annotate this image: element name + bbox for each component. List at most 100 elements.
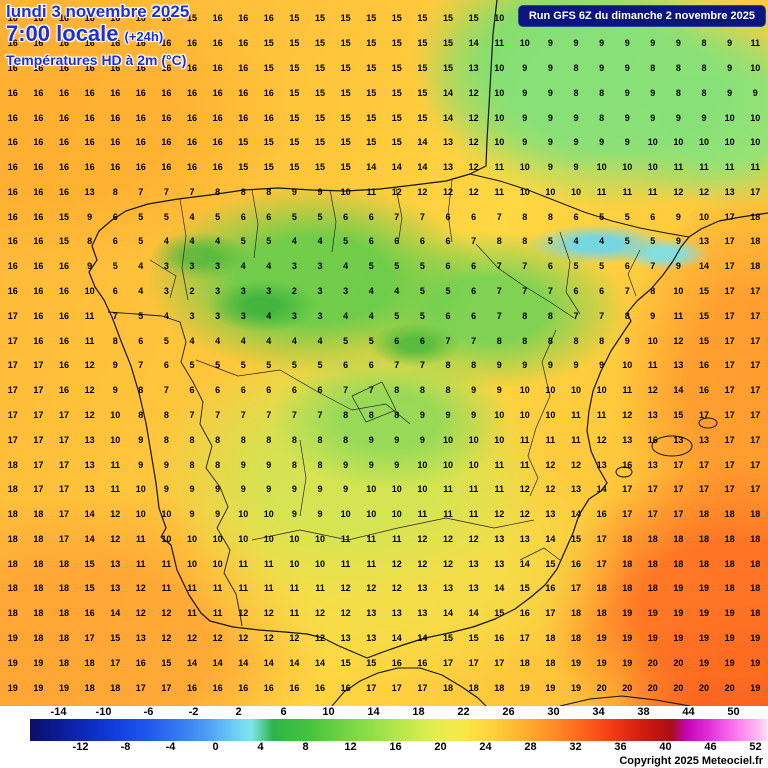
temperature-value: 19 bbox=[519, 682, 530, 693]
temperature-value: 16 bbox=[58, 310, 69, 321]
temperature-value: 6 bbox=[112, 236, 118, 247]
temperature-value: 15 bbox=[442, 13, 453, 24]
temperature-value: 20 bbox=[724, 682, 735, 693]
temperature-value: 9 bbox=[624, 137, 630, 148]
temperature-value: 3 bbox=[215, 286, 221, 297]
temperature-value: 16 bbox=[7, 137, 18, 148]
temperature-value: 12 bbox=[391, 583, 402, 594]
temperature-value: 18 bbox=[724, 583, 735, 594]
temperature-value: 3 bbox=[343, 286, 349, 297]
map-title-block: lundi 3 novembre 2025 7:00 locale (+24h) … bbox=[6, 2, 189, 68]
temperature-value: 18 bbox=[750, 608, 761, 619]
temperature-value: 12 bbox=[135, 583, 146, 594]
temperature-value: 11 bbox=[520, 459, 530, 470]
temperature-value: 15 bbox=[314, 137, 325, 148]
temperature-value: 8 bbox=[163, 409, 169, 420]
temperature-value: 12 bbox=[673, 186, 684, 197]
temperature-value: 9 bbox=[624, 335, 630, 346]
temperature-value: 11 bbox=[622, 186, 632, 197]
temperature-value: 16 bbox=[161, 162, 172, 173]
temperature-value: 13 bbox=[596, 459, 607, 470]
temperature-value: 18 bbox=[494, 682, 505, 693]
temperature-value: 16 bbox=[58, 286, 69, 297]
temperature-value: 18 bbox=[750, 533, 761, 544]
temperature-value: 11 bbox=[136, 558, 146, 569]
temperature-value: 15 bbox=[263, 162, 274, 173]
temperature-value: 11 bbox=[315, 583, 325, 594]
temperature-value: 10 bbox=[84, 286, 95, 297]
temperature-value: 15 bbox=[340, 137, 351, 148]
temperature-value: 15 bbox=[263, 38, 274, 49]
temperature-value: 17 bbox=[7, 310, 18, 321]
temperature-value: 9 bbox=[189, 484, 195, 495]
temperature-value: 10 bbox=[161, 509, 172, 520]
legend-label: -12 bbox=[72, 741, 89, 753]
temperature-value: 14 bbox=[212, 657, 223, 668]
temperature-value: 15 bbox=[698, 310, 709, 321]
temperature-value: 16 bbox=[58, 335, 69, 346]
temperature-value: 8 bbox=[291, 434, 297, 445]
temperature-value: 9 bbox=[522, 62, 528, 73]
temperature-value: 16 bbox=[33, 87, 44, 98]
temperature-value: 17 bbox=[622, 484, 633, 495]
temperature-value: 12 bbox=[84, 409, 95, 420]
temperature-value: 6 bbox=[624, 261, 630, 272]
temperature-value: 16 bbox=[212, 13, 223, 24]
temperature-value: 12 bbox=[366, 583, 377, 594]
temperature-value: 16 bbox=[7, 186, 18, 197]
temperature-value: 5 bbox=[163, 211, 169, 222]
temperature-value: 16 bbox=[186, 62, 197, 73]
temperature-value: 11 bbox=[187, 583, 197, 594]
temperature-value: 4 bbox=[266, 335, 272, 346]
temperature-value: 10 bbox=[519, 409, 530, 420]
temperature-value: 18 bbox=[698, 509, 709, 520]
temperature-value: 10 bbox=[468, 434, 479, 445]
temperature-value: 8 bbox=[215, 459, 221, 470]
temperature-value: 6 bbox=[445, 211, 451, 222]
temperature-value: 8 bbox=[445, 360, 451, 371]
temperature-value: 3 bbox=[240, 286, 246, 297]
temperature-value: 6 bbox=[547, 261, 553, 272]
temperature-value: 6 bbox=[471, 261, 477, 272]
temperature-value: 16 bbox=[186, 38, 197, 49]
date-label: lundi 3 novembre 2025 bbox=[6, 2, 190, 21]
temperature-value: 16 bbox=[161, 137, 172, 148]
temperature-value: 6 bbox=[368, 236, 374, 247]
temperature-value: 14 bbox=[238, 657, 249, 668]
temperature-value: 8 bbox=[394, 385, 400, 396]
legend-label: 8 bbox=[302, 741, 309, 753]
temperature-value: 17 bbox=[724, 286, 735, 297]
temperature-value: 7 bbox=[471, 335, 477, 346]
temperature-value: 7 bbox=[317, 409, 323, 420]
temperature-value: 9 bbox=[547, 38, 553, 49]
temperature-value: 6 bbox=[394, 335, 400, 346]
temperature-value: 12 bbox=[110, 533, 121, 544]
temperature-value: 13 bbox=[468, 583, 479, 594]
temperature-value: 11 bbox=[264, 558, 274, 569]
temperature-value: 16 bbox=[58, 360, 69, 371]
temperature-value: 15 bbox=[289, 162, 300, 173]
legend-label: 50 bbox=[727, 706, 740, 718]
temperature-value: 12 bbox=[647, 385, 658, 396]
temperature-value: 17 bbox=[750, 385, 761, 396]
temperature-value: 16 bbox=[314, 682, 325, 693]
temperature-value: 6 bbox=[599, 286, 605, 297]
temperature-value: 8 bbox=[87, 236, 93, 247]
temperature-value: 14 bbox=[391, 633, 402, 644]
temperature-value: 3 bbox=[240, 310, 246, 321]
temperature-value: 17 bbox=[750, 335, 761, 346]
temperature-value: 7 bbox=[445, 335, 451, 346]
temperature-value: 10 bbox=[519, 38, 530, 49]
temperature-value: 17 bbox=[724, 409, 735, 420]
temperature-value: 9 bbox=[240, 484, 246, 495]
temperature-value: 15 bbox=[84, 583, 95, 594]
temperature-value: 16 bbox=[58, 385, 69, 396]
temperature-value: 13 bbox=[366, 633, 377, 644]
legend-label: -14 bbox=[50, 706, 67, 718]
temperature-value: 17 bbox=[724, 385, 735, 396]
temperature-value: 5 bbox=[266, 236, 272, 247]
temperature-value: 10 bbox=[698, 211, 709, 222]
temperature-value: 16 bbox=[238, 682, 249, 693]
temperature-value: 15 bbox=[391, 137, 402, 148]
